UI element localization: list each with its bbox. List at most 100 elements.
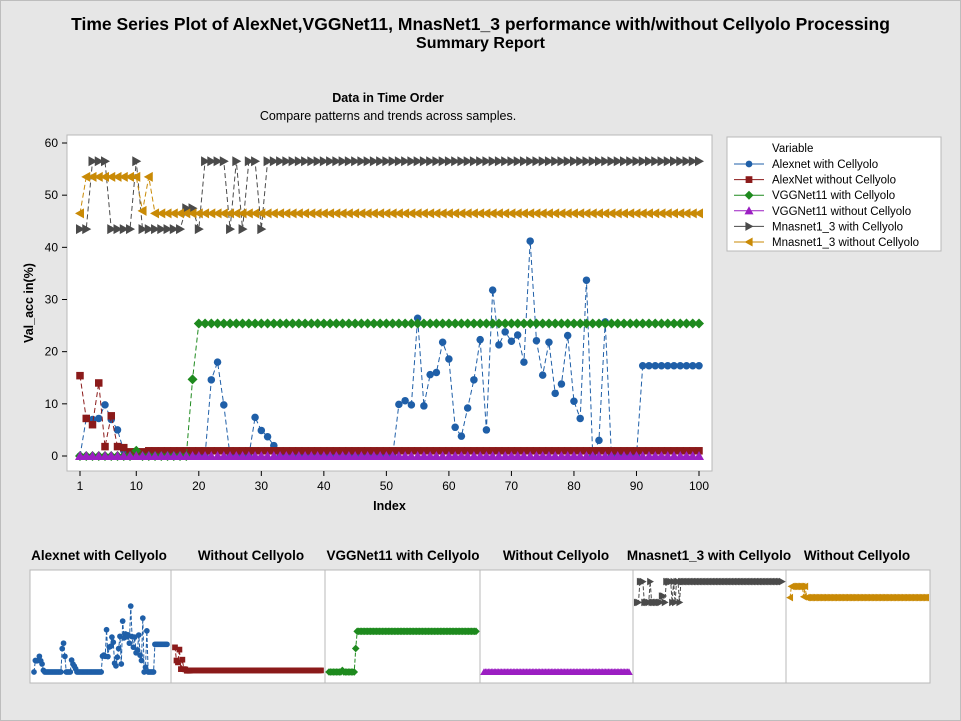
data-point — [563, 156, 573, 167]
data-point — [400, 208, 410, 219]
panel-point — [661, 598, 669, 607]
panel-point — [922, 593, 930, 602]
data-point — [526, 237, 534, 245]
y-tick-label: 0 — [51, 449, 58, 463]
data-point — [418, 208, 428, 219]
data-point — [575, 318, 586, 329]
report-title: Time Series Plot of AlexNet,VGGNet11, Mn… — [71, 14, 890, 34]
data-point — [532, 156, 542, 167]
data-point — [156, 451, 167, 460]
panel-point — [105, 653, 111, 660]
y-tick-label: 60 — [45, 136, 59, 150]
data-point — [582, 156, 592, 167]
data-point — [587, 318, 598, 329]
panel-title-1: Without Cellyolo — [198, 548, 304, 563]
data-point — [412, 208, 422, 219]
data-point — [101, 156, 111, 167]
data-point — [344, 156, 354, 167]
data-point — [606, 318, 617, 329]
data-point — [187, 208, 197, 219]
data-point — [169, 224, 179, 235]
data-point — [488, 447, 497, 455]
data-point — [181, 451, 192, 460]
data-point — [500, 451, 511, 460]
data-point — [450, 318, 461, 329]
data-point — [219, 156, 229, 167]
data-point — [376, 156, 386, 167]
data-point — [568, 318, 579, 329]
data-point — [376, 447, 384, 455]
panel-point — [778, 577, 786, 586]
data-point — [226, 224, 236, 235]
data-point — [462, 451, 473, 460]
data-point — [543, 208, 553, 219]
panel-point — [138, 657, 145, 664]
data-point — [681, 318, 692, 329]
data-point — [137, 205, 147, 216]
data-point — [562, 318, 573, 329]
data-point — [325, 208, 335, 219]
x-tick-label: 40 — [317, 479, 331, 493]
data-point — [638, 362, 647, 370]
panel-point — [176, 646, 183, 653]
data-point — [570, 397, 578, 405]
panel-point — [639, 577, 647, 586]
data-point — [431, 208, 441, 219]
data-point — [656, 318, 667, 329]
data-point — [662, 451, 673, 460]
data-point — [218, 451, 229, 460]
data-point — [350, 451, 361, 460]
data-point — [462, 318, 473, 329]
data-point — [570, 447, 578, 455]
data-point — [238, 224, 248, 235]
data-point — [537, 208, 547, 219]
data-point — [120, 443, 128, 452]
data-point — [245, 447, 253, 455]
data-point — [681, 208, 691, 219]
legend-box — [726, 136, 942, 252]
panel-title-4: Mnasnet1_3 with Cellyolo — [627, 548, 791, 563]
x-tick-label: 90 — [630, 479, 644, 493]
data-point — [412, 451, 423, 460]
data-point — [281, 451, 292, 460]
data-point — [100, 451, 111, 460]
panel-point — [109, 634, 115, 640]
data-point — [206, 318, 217, 329]
data-point — [287, 451, 298, 460]
data-point — [695, 362, 703, 370]
y-tick-label: 30 — [45, 293, 59, 307]
data-point — [544, 156, 554, 167]
data-point — [487, 208, 497, 219]
data-point — [451, 423, 459, 432]
data-point — [532, 336, 541, 345]
data-point — [650, 208, 660, 219]
data-point — [282, 447, 291, 455]
data-point — [206, 208, 216, 219]
data-point — [119, 224, 129, 235]
data-point — [537, 451, 548, 460]
data-point — [637, 451, 648, 460]
data-point — [663, 447, 672, 455]
data-point — [212, 208, 222, 219]
data-point — [576, 414, 584, 423]
data-point — [662, 318, 673, 329]
data-point — [682, 362, 691, 370]
panel-point — [135, 632, 142, 638]
data-point — [656, 208, 666, 219]
data-point — [431, 318, 442, 329]
data-point — [207, 447, 216, 455]
data-point — [482, 156, 492, 167]
panel-subtitle: Compare patterns and trends across sampl… — [259, 109, 517, 123]
data-point — [250, 318, 261, 329]
data-point — [200, 318, 211, 329]
data-point — [132, 156, 142, 167]
data-point — [226, 447, 234, 455]
data-point — [425, 208, 435, 219]
panel-point — [351, 644, 360, 653]
data-point — [168, 208, 178, 219]
panel-series-2 — [325, 627, 480, 676]
data-point — [695, 156, 704, 167]
data-point — [651, 447, 659, 455]
data-point — [594, 156, 604, 167]
data-point — [437, 451, 448, 460]
